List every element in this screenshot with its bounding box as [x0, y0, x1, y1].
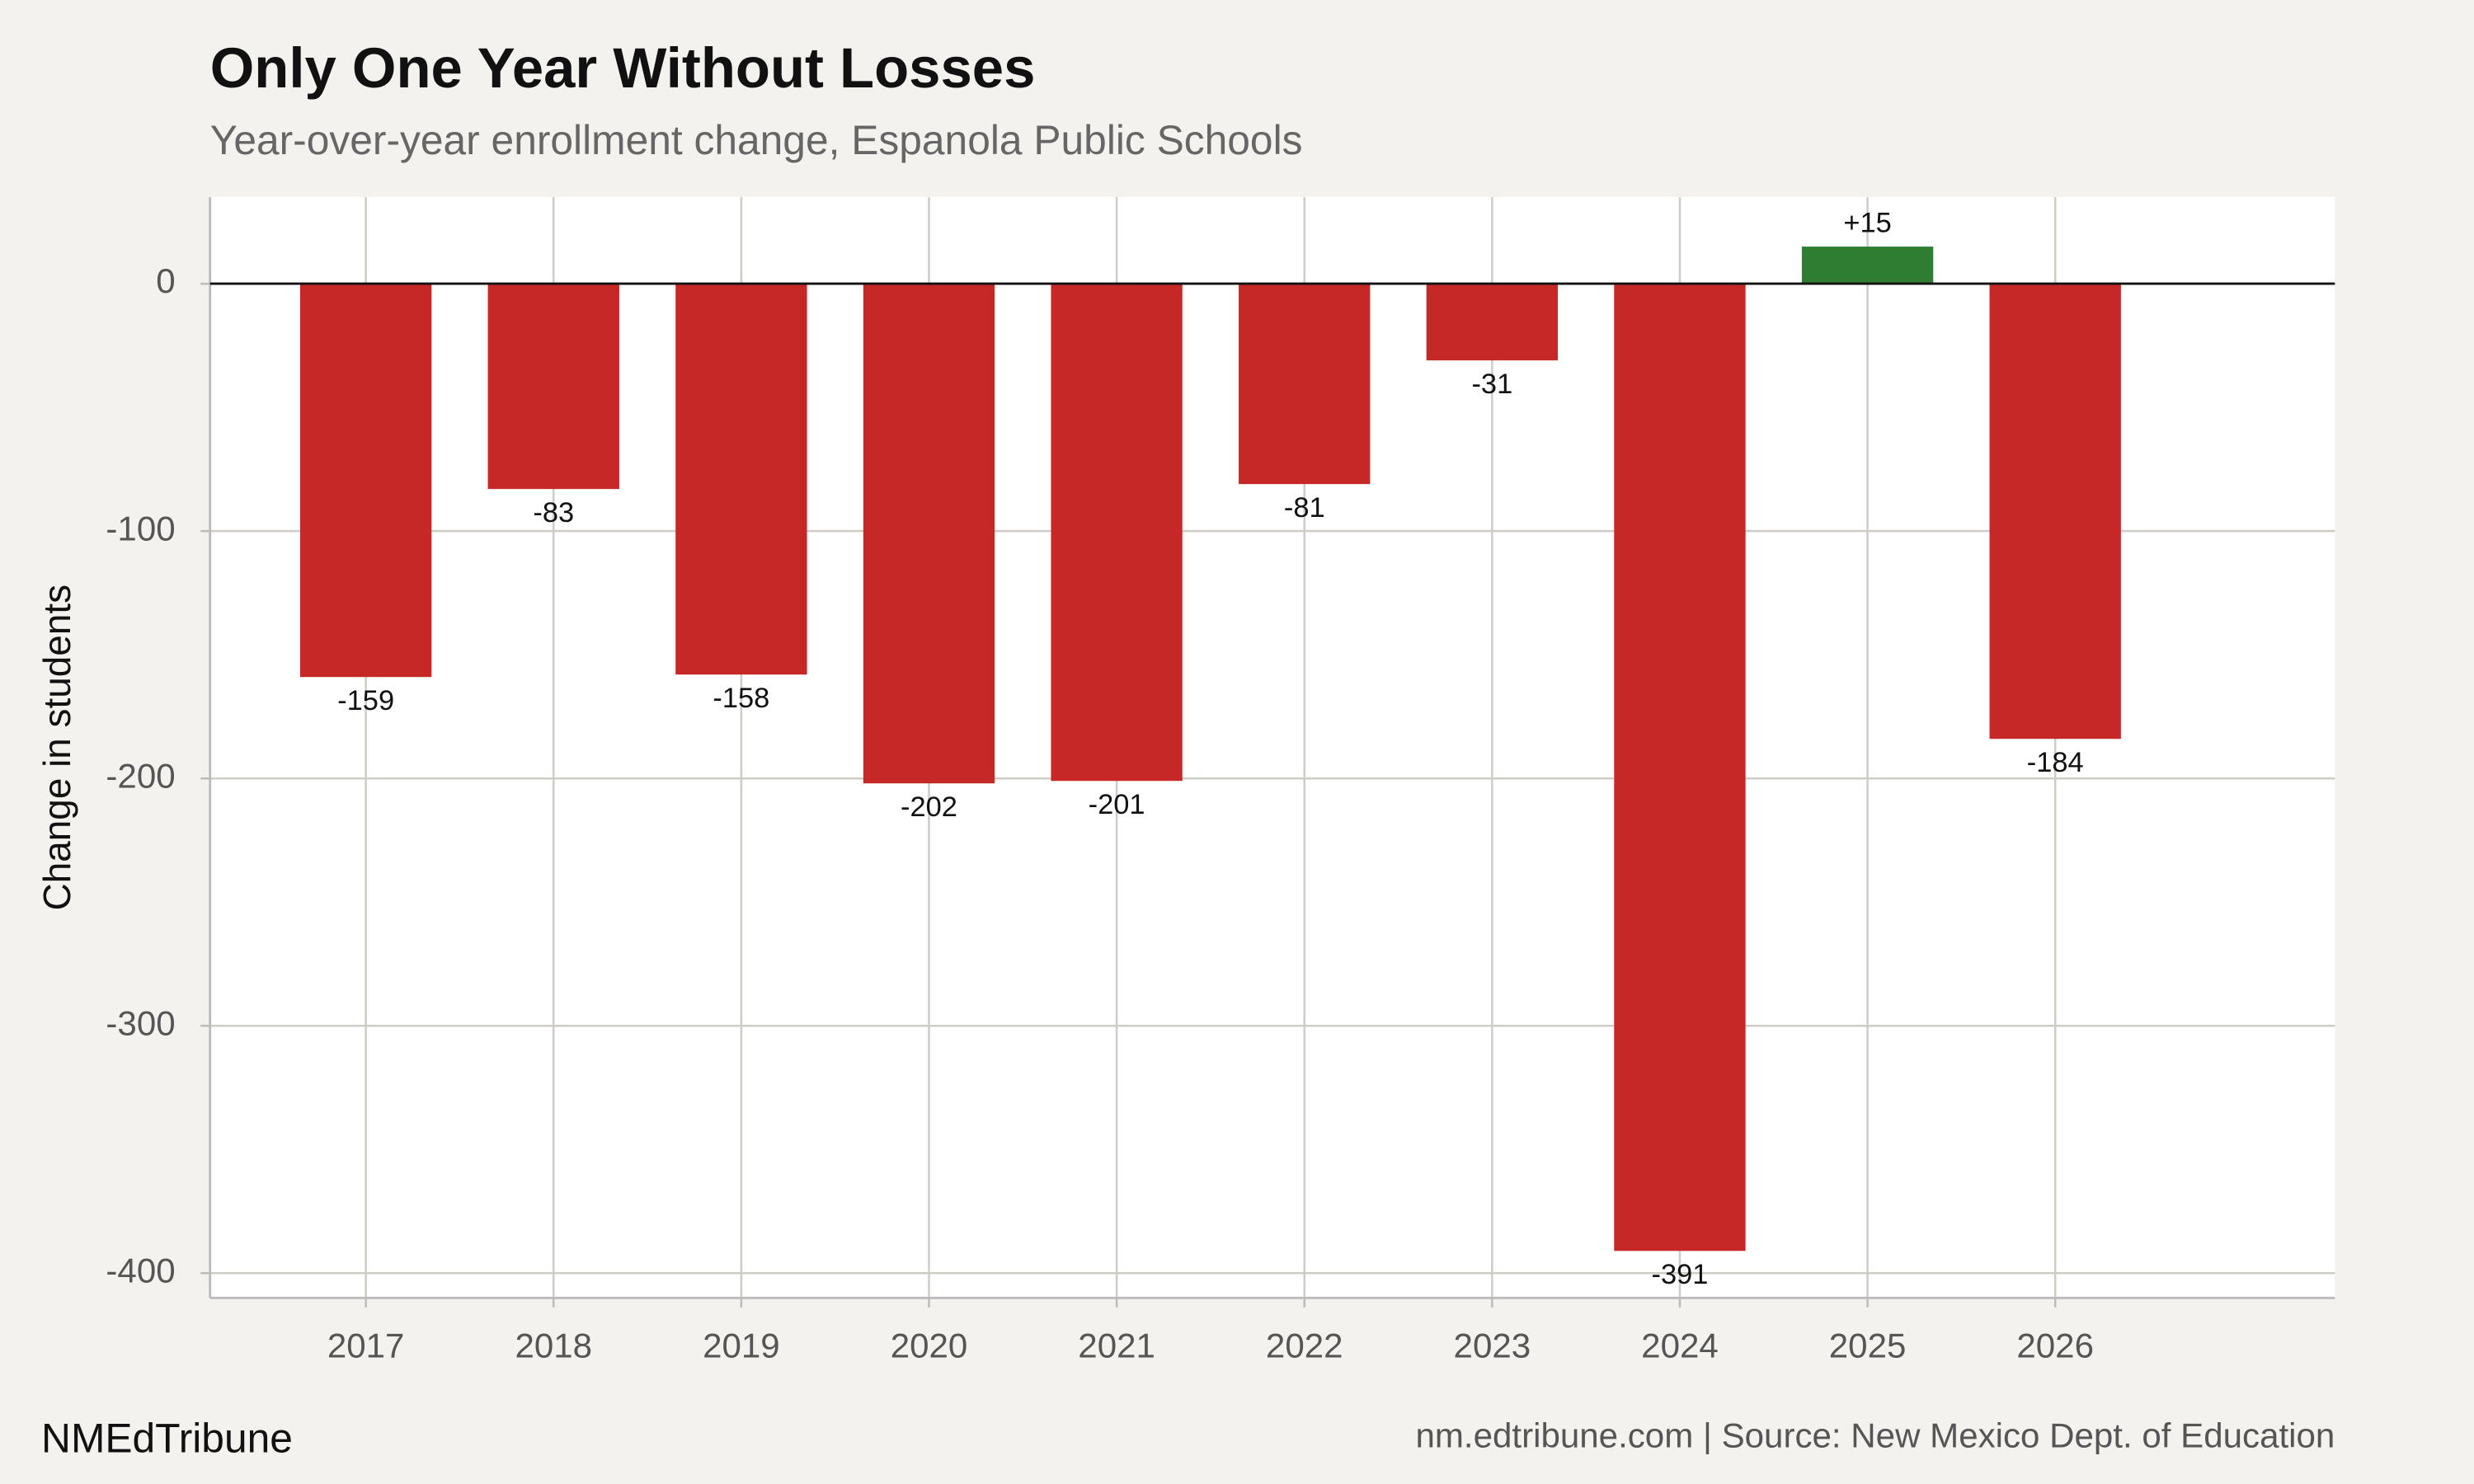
bar [1051, 284, 1183, 782]
value-label: -202 [901, 791, 957, 823]
bar [487, 284, 619, 490]
value-label: -391 [1652, 1259, 1709, 1290]
bar [863, 284, 995, 784]
chart-title: Only One Year Without Losses [210, 36, 1036, 100]
y-tick-label: -400 [106, 1251, 175, 1289]
x-tick-label: 2022 [1266, 1327, 1343, 1365]
value-label: -81 [1284, 492, 1325, 524]
marks: -159 -83 -158 -202 -201 -81 -31 -391 +15 -184 [209, 207, 2335, 1290]
bar [1614, 284, 1746, 1252]
value-label: -201 [1089, 789, 1145, 820]
x-tick-label: 2024 [1641, 1327, 1719, 1365]
x-tick-label: 2018 [515, 1327, 592, 1365]
bar [299, 284, 432, 678]
x-tick-label: 2026 [2016, 1327, 2094, 1365]
y-tick-label: 0 [156, 261, 175, 300]
x-tick-label: 2019 [703, 1327, 780, 1365]
bar [1989, 284, 2121, 740]
y-axis-label: Change in students [35, 585, 78, 910]
value-label: -158 [713, 683, 769, 714]
value-label: -159 [337, 685, 394, 716]
bar [675, 284, 807, 675]
x-tick-label: 2023 [1454, 1327, 1531, 1365]
y-tick-label: -200 [106, 756, 175, 795]
value-label: +15 [1843, 207, 1891, 238]
x-tick-label: 2021 [1078, 1327, 1155, 1365]
value-label: -83 [533, 497, 574, 528]
y-tick-label: -100 [106, 509, 175, 547]
bar [1239, 284, 1371, 485]
y-tick-label: -300 [106, 1003, 175, 1042]
brand: NMEdTribune [41, 1415, 293, 1461]
value-label: -184 [2027, 747, 2084, 778]
x-tick-label: 2025 [1829, 1327, 1907, 1365]
bar [1801, 247, 1934, 284]
chart-subtitle: Year-over-year enrollment change, Espano… [210, 117, 1303, 163]
value-label: -31 [1471, 369, 1512, 400]
x-tick-label: 2017 [327, 1327, 405, 1365]
bar [1426, 284, 1559, 361]
x-tick-label: 2020 [891, 1327, 968, 1365]
source: nm.edtribune.com | Source: New Mexico De… [1415, 1416, 2335, 1455]
